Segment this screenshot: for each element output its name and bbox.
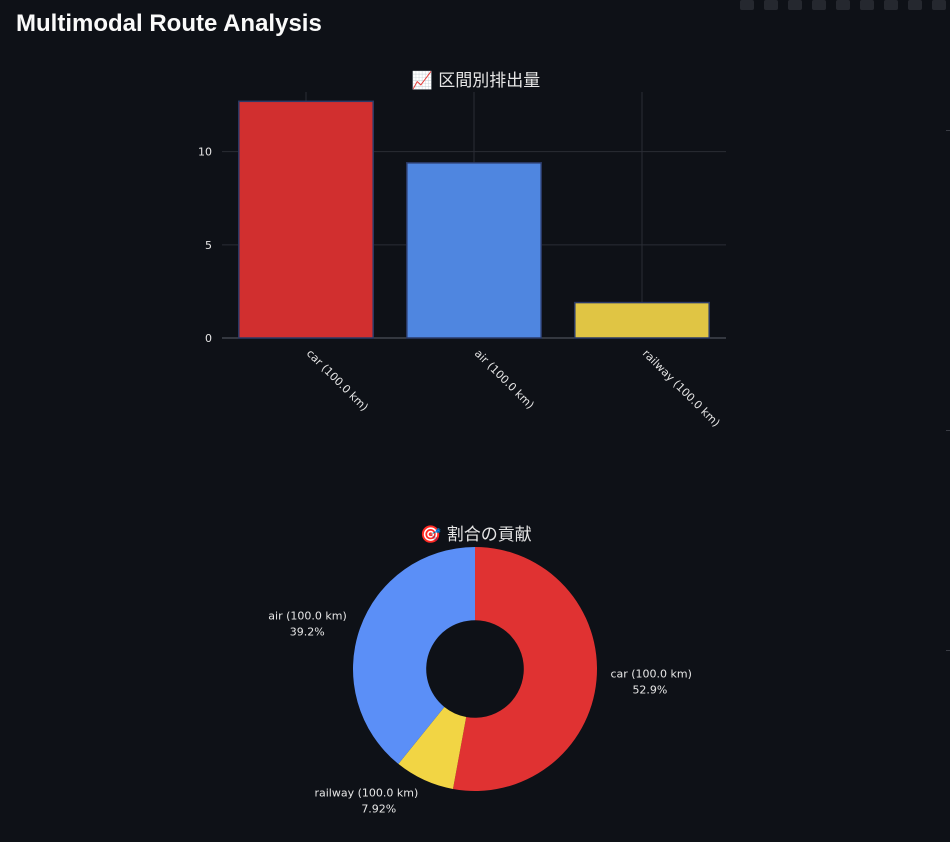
- bar-chart-y-axis: 0 5 10: [198, 146, 212, 345]
- page-title: Multimodal Route Analysis: [16, 10, 322, 37]
- slice-air[interactable]: [353, 547, 475, 764]
- pan-icon[interactable]: [788, 0, 802, 10]
- x-tick-label: car (100.0 km): [304, 347, 371, 414]
- slice-percent: 39.2%: [290, 626, 325, 639]
- camera-icon[interactable]: [740, 0, 754, 10]
- zoom-out-icon[interactable]: [884, 0, 898, 10]
- bar-car[interactable]: [238, 100, 374, 339]
- donut-chart-slices[interactable]: [353, 547, 598, 791]
- bar-chart[interactable]: 📈 区間別排出量 0 5 10 car (100.0 km) air (100.0 k…: [0, 50, 950, 490]
- slice-car[interactable]: [452, 547, 598, 791]
- donut-chart[interactable]: 🎯 割合の貢献 car (100.0 km) 52.9% railway (100.…: [0, 510, 950, 840]
- x-tick-label: railway (100.0 km): [640, 347, 723, 430]
- chart-modebar[interactable]: [740, 0, 946, 12]
- y-tick-label: 0: [205, 332, 212, 345]
- bar-railway[interactable]: [574, 301, 710, 339]
- lasso-select-icon[interactable]: [836, 0, 850, 10]
- bar-chart-bars[interactable]: [238, 100, 710, 339]
- bar-air[interactable]: [406, 162, 542, 339]
- bar-chart-title: 📈 区間別排出量: [412, 70, 541, 91]
- donut-chart-labels: car (100.0 km) 52.9% railway (100.0 km) 7.9…: [268, 610, 692, 816]
- slice-percent: 52.9%: [632, 683, 667, 696]
- slice-label: railway (100.0 km): [314, 787, 418, 800]
- box-select-icon[interactable]: [812, 0, 826, 10]
- slice-label: car (100.0 km): [610, 667, 691, 680]
- slice-railway[interactable]: [398, 706, 467, 789]
- reset-axes-icon[interactable]: [932, 0, 946, 10]
- donut-chart-title: 🎯 割合の貢献: [420, 525, 532, 545]
- autoscale-icon[interactable]: [908, 0, 922, 10]
- zoom-icon[interactable]: [764, 0, 778, 10]
- x-tick-label: air (100.0 km): [472, 347, 537, 412]
- y-tick-label: 5: [205, 239, 212, 252]
- bar-chart-x-axis: car (100.0 km) air (100.0 km) railway (100…: [304, 347, 723, 430]
- slice-percent: 7.92%: [361, 803, 396, 816]
- slice-label: air (100.0 km): [268, 610, 346, 623]
- y-tick-label: 10: [198, 146, 212, 159]
- zoom-in-icon[interactable]: [860, 0, 874, 10]
